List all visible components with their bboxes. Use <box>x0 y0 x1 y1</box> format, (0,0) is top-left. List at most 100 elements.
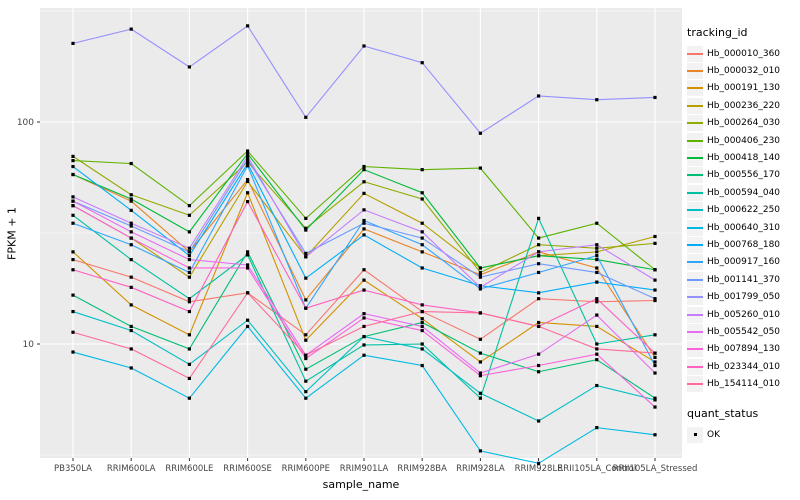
data-point <box>537 250 541 254</box>
data-point <box>362 218 366 223</box>
data-point <box>595 250 599 254</box>
data-point <box>362 208 366 212</box>
data-point <box>537 363 541 368</box>
data-point <box>595 342 599 346</box>
data-point <box>71 213 75 217</box>
data-point <box>478 391 482 395</box>
quant-ok-key-icon <box>687 426 703 443</box>
data-point <box>478 371 482 375</box>
data-point <box>129 230 133 234</box>
legend-key-icon <box>687 150 703 167</box>
legend-item-Hb_001799_050: Hb_001799_050 <box>687 288 799 306</box>
legend-item-label: Hb_023344_010 <box>707 361 781 372</box>
legend-key-icon <box>687 45 703 62</box>
data-point <box>129 257 133 262</box>
data-point <box>537 324 541 329</box>
legend-quant: quant_status OK <box>687 407 799 443</box>
data-point <box>420 324 424 329</box>
data-point <box>246 263 250 267</box>
data-point <box>653 288 657 292</box>
data-point <box>420 317 424 321</box>
legend-key-icon <box>687 167 703 184</box>
data-point <box>595 313 599 317</box>
data-point <box>304 276 308 280</box>
data-point <box>478 337 482 341</box>
data-point <box>304 356 308 361</box>
data-point <box>304 216 308 220</box>
y-tick-label: 100 <box>17 118 34 128</box>
data-point <box>595 243 599 247</box>
data-point <box>595 324 599 329</box>
data-point <box>595 280 599 284</box>
data-point <box>420 363 424 368</box>
data-point <box>187 333 191 337</box>
data-point <box>362 180 366 184</box>
data-point <box>478 449 482 453</box>
data-point <box>246 164 250 168</box>
data-point <box>362 316 366 320</box>
legend-key-icon <box>687 202 703 219</box>
legend-item-Hb_000917_160: Hb_000917_160 <box>687 254 799 271</box>
data-point <box>246 178 250 182</box>
data-point <box>129 366 133 370</box>
data-point <box>595 347 599 351</box>
data-point <box>537 243 541 247</box>
data-point <box>71 172 75 177</box>
data-point <box>246 199 250 204</box>
data-point <box>129 243 133 247</box>
legend-key-icon <box>687 271 703 288</box>
data-point <box>129 221 133 225</box>
data-point <box>304 333 308 337</box>
legend-key-icon <box>687 80 703 97</box>
data-point <box>246 318 250 322</box>
legend-key-icon <box>687 184 703 201</box>
legend-item-Hb_154114_010: Hb_154114_010 <box>687 375 799 393</box>
legend-item-label: Hb_000640_310 <box>707 222 781 233</box>
data-point <box>187 246 191 250</box>
data-point <box>187 362 191 366</box>
legend-item-Hb_000768_180: Hb_000768_180 <box>687 236 799 253</box>
data-point <box>595 246 599 250</box>
legend-tracking-title: tracking_id <box>687 26 748 39</box>
data-point <box>537 297 541 301</box>
data-point <box>187 65 191 69</box>
data-point <box>362 221 366 225</box>
data-point <box>478 287 482 291</box>
data-point <box>595 300 599 304</box>
data-point <box>653 278 657 282</box>
legend-key-icon <box>687 341 703 358</box>
legend-item-label: Hb_000032_010 <box>707 66 781 77</box>
data-point <box>537 291 541 295</box>
data-point <box>420 347 424 351</box>
data-point <box>537 461 541 465</box>
data-point <box>71 204 75 208</box>
data-point <box>420 320 424 325</box>
data-point <box>595 257 599 262</box>
data-point <box>420 250 424 254</box>
legend-item-Hb_000622_250: Hb_000622_250 <box>687 202 799 219</box>
data-point <box>478 360 482 364</box>
data-point <box>187 297 191 301</box>
data-point <box>537 370 541 374</box>
data-point <box>595 221 599 225</box>
data-point <box>653 95 657 100</box>
data-point <box>246 161 250 166</box>
data-point <box>129 199 133 203</box>
data-point <box>129 328 133 333</box>
data-point <box>653 355 657 360</box>
data-point <box>304 251 308 255</box>
legend-key-icon <box>687 358 703 375</box>
data-point <box>537 419 541 423</box>
data-point <box>187 300 191 304</box>
data-point <box>362 334 366 339</box>
data-point <box>537 320 541 325</box>
data-point <box>304 306 308 310</box>
data-point <box>653 297 657 301</box>
legend-item-label: Hb_000556_170 <box>707 170 781 181</box>
data-point <box>595 383 599 388</box>
legend-item-label: Hb_001799_050 <box>707 292 781 303</box>
data-point <box>129 275 133 279</box>
data-point <box>362 312 366 316</box>
data-point <box>478 396 482 400</box>
